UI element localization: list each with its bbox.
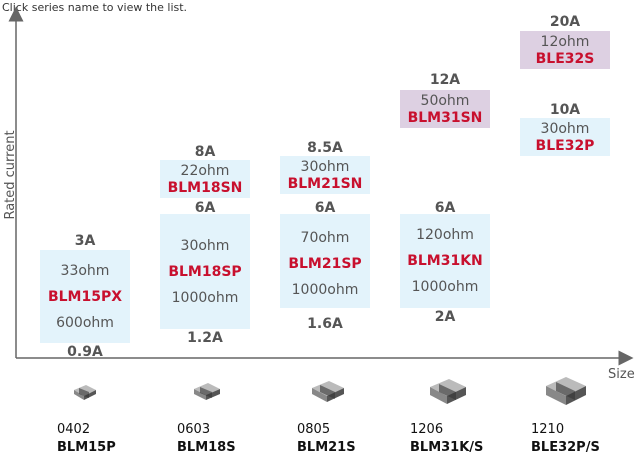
series-link-ble32p[interactable]: BLE32P (535, 138, 595, 154)
series-link-blm21sp[interactable]: BLM21SP (288, 256, 362, 272)
impedance-low: 120ohm (416, 227, 474, 243)
impedance-high: 600ohm (56, 315, 114, 331)
impedance-value: 50ohm (420, 93, 470, 109)
series-box-blm15px: 33ohm BLM15PX 600ohm (40, 250, 130, 343)
series-box-ble32s: 12ohm BLE32S (520, 31, 610, 69)
current-max-blm21sn: 8.5A (307, 140, 343, 156)
current-max-blm18sn: 8A (194, 144, 216, 160)
series-link-ble32s[interactable]: BLE32S (535, 51, 595, 67)
series-link-blm18sn[interactable]: BLM18SN (167, 180, 243, 196)
package-name-ble32ps: BLE32P/S (531, 440, 600, 455)
current-max-ble32p: 10A (549, 102, 581, 118)
current-max-blm18sp: 6A (194, 200, 216, 216)
series-link-blm31sn[interactable]: BLM31SN (407, 110, 483, 126)
series-link-blm21sn[interactable]: BLM21SN (287, 176, 363, 192)
current-min-blm18sp: 1.2A (187, 330, 223, 346)
chip-1206-icon (430, 379, 466, 404)
package-name-blm18s: BLM18S (177, 440, 236, 455)
series-box-ble32p: 30ohm BLE32P (520, 118, 610, 156)
impedance-low: 33ohm (60, 263, 110, 279)
series-box-blm18sn: 22ohm BLM18SN (160, 160, 250, 198)
y-axis-label: Rated current (3, 130, 18, 219)
series-link-blm15px[interactable]: BLM15PX (47, 289, 123, 305)
impedance-low: 30ohm (180, 238, 230, 254)
chip-0402-icon (74, 385, 96, 400)
chip-1210-icon (546, 377, 586, 405)
current-max-blm15px: 3A (74, 233, 96, 249)
x-axis-label: Size (608, 367, 635, 382)
impedance-high: 1000ohm (291, 282, 359, 298)
chip-0603-icon (194, 383, 220, 400)
series-link-blm18sp[interactable]: BLM18SP (168, 264, 242, 280)
series-box-blm21sp: 70ohm BLM21SP 1000ohm (280, 214, 370, 308)
size-code-0402: 0402 (57, 422, 91, 437)
size-code-1210: 1210 (531, 422, 565, 437)
current-max-ble32s: 20A (549, 14, 581, 30)
impedance-value: 12ohm (540, 34, 590, 50)
size-code-0603: 0603 (177, 422, 211, 437)
series-link-blm31kn[interactable]: BLM31KN (407, 253, 483, 269)
impedance-high: 1000ohm (411, 279, 479, 295)
current-min-blm15px: 0.9A (67, 344, 103, 360)
current-min-blm21sp: 1.6A (307, 316, 343, 332)
current-min-blm31kn: 2A (434, 309, 456, 325)
hint-text: Click series name to view the list. (2, 1, 188, 14)
current-max-blm31sn: 12A (429, 72, 461, 88)
current-max-blm21sp: 6A (314, 200, 336, 216)
package-name-blm31ks: BLM31K/S (410, 440, 484, 455)
series-box-blm31kn: 120ohm BLM31KN 1000ohm (400, 214, 490, 308)
package-name-blm21s: BLM21S (297, 440, 356, 455)
impedance-low: 70ohm (300, 230, 350, 246)
size-code-0805: 0805 (297, 422, 331, 437)
current-max-blm31kn: 6A (434, 200, 456, 216)
impedance-value: 30ohm (300, 159, 350, 175)
package-name-blm15p: BLM15P (57, 440, 116, 455)
series-box-blm21sn: 30ohm BLM21SN (280, 156, 370, 194)
series-box-blm31sn: 50ohm BLM31SN (400, 90, 490, 128)
chip-0805-icon (312, 381, 344, 402)
impedance-value: 22ohm (180, 163, 230, 179)
series-box-blm18sp: 30ohm BLM18SP 1000ohm (160, 214, 250, 329)
impedance-high: 1000ohm (171, 290, 239, 306)
size-code-1206: 1206 (410, 422, 444, 437)
impedance-value: 30ohm (540, 121, 590, 137)
